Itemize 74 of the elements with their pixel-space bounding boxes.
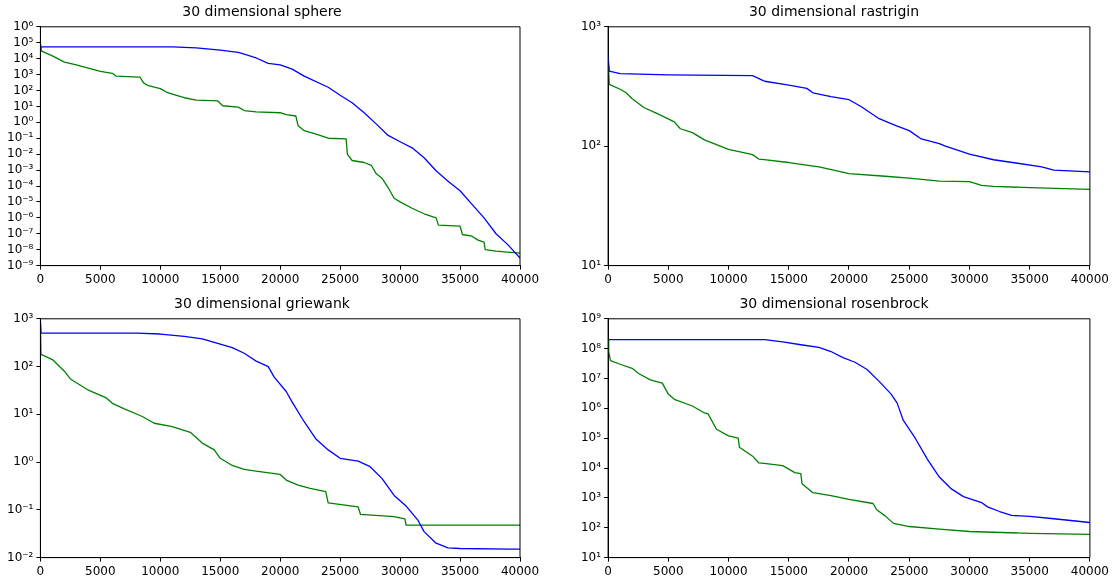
y-tick-label: 10⁻⁸ [6, 241, 34, 256]
y-tick-label: 10¹ [580, 257, 602, 272]
y-tick-label: 10⁶ [580, 400, 602, 415]
x-tick-label: 40000 [500, 271, 540, 286]
y-tick-label: 10⁻¹ [6, 501, 34, 516]
x-tick-label: 10000 [709, 563, 748, 578]
x-tick-label: 35000 [440, 271, 480, 286]
x-tick-label: 20000 [829, 563, 869, 578]
y-tick-label: 10¹ [13, 98, 34, 113]
x-tick-label: 25000 [890, 563, 929, 578]
x-tick-label: 15000 [769, 271, 808, 286]
chart-title: 30 dimensional sphere [182, 3, 342, 20]
x-tick-label: 15000 [201, 271, 240, 286]
x-tick-label: 0 [36, 563, 45, 578]
x-tick-label: 10000 [141, 563, 180, 578]
x-tick-label: 20000 [261, 271, 300, 286]
x-tick-label: 35000 [440, 563, 480, 578]
y-tick-label: 10⁷ [580, 370, 602, 385]
x-tick-label: 15000 [769, 563, 808, 578]
x-tick-label: 10000 [141, 271, 180, 286]
chart-title: 30 dimensional rastrigin [748, 3, 920, 20]
y-tick-label: 10⁻² [6, 549, 34, 564]
y-tick-label: 10³ [580, 490, 602, 505]
x-tick-label: 0 [604, 563, 612, 578]
y-tick-label: 10⁻³ [6, 162, 34, 177]
y-tick-label: 10² [580, 519, 602, 534]
y-tick-label: 10⁴ [580, 460, 602, 475]
y-tick-label: 10⁴ [13, 50, 34, 65]
y-tick-label: 10⁻⁵ [6, 194, 34, 209]
y-tick-label: 10³ [13, 310, 34, 325]
y-tick-label: 10⁻¹ [6, 130, 34, 145]
x-tick-label: 25000 [321, 271, 360, 286]
y-tick-label: 10³ [13, 66, 34, 81]
x-tick-label: 25000 [321, 563, 360, 578]
x-tick-label: 40000 [500, 563, 540, 578]
x-tick-label: 30000 [381, 271, 420, 286]
y-tick-label: 10² [13, 82, 34, 97]
x-tick-label: 40000 [1070, 563, 1110, 578]
x-tick-label: 5000 [85, 271, 116, 286]
y-tick-label: 10¹ [580, 549, 602, 564]
x-tick-label: 5000 [653, 563, 684, 578]
y-tick-label: 10⁰ [13, 114, 34, 129]
y-tick-label: 10⁻⁷ [6, 225, 34, 240]
y-tick-label: 10⁻⁶ [6, 209, 34, 224]
y-tick-label: 10² [13, 358, 34, 373]
chart-title: 30 dimensional rosenbrock [739, 295, 930, 312]
x-tick-label: 40000 [1070, 271, 1110, 286]
x-tick-label: 20000 [261, 563, 300, 578]
y-tick-label: 10² [580, 138, 602, 153]
x-tick-label: 35000 [1010, 563, 1049, 578]
x-tick-label: 0 [36, 271, 45, 286]
x-tick-label: 15000 [201, 563, 240, 578]
y-tick-label: 10⁻⁴ [6, 178, 34, 193]
x-tick-label: 25000 [890, 271, 929, 286]
x-tick-label: 30000 [381, 563, 420, 578]
x-tick-label: 30000 [950, 563, 989, 578]
y-tick-label: 10⁻² [6, 146, 34, 161]
x-tick-label: 5000 [653, 271, 684, 286]
x-tick-label: 0 [604, 271, 612, 286]
y-tick-label: 10⁶ [13, 18, 34, 33]
chart-title: 30 dimensional griewank [174, 295, 351, 312]
y-tick-label: 10⁸ [580, 340, 602, 355]
x-tick-label: 5000 [85, 563, 116, 578]
y-tick-label: 10⁵ [13, 34, 34, 49]
x-tick-label: 10000 [709, 271, 748, 286]
y-tick-label: 10⁵ [580, 430, 602, 445]
y-tick-label: 10⁻⁹ [6, 257, 34, 272]
x-tick-label: 35000 [1010, 271, 1049, 286]
y-tick-label: 10⁰ [13, 454, 34, 469]
y-tick-label: 10⁹ [580, 310, 602, 325]
y-tick-label: 10¹ [13, 406, 34, 421]
x-tick-label: 30000 [950, 271, 989, 286]
x-tick-label: 20000 [829, 271, 869, 286]
y-tick-label: 10³ [580, 18, 602, 33]
